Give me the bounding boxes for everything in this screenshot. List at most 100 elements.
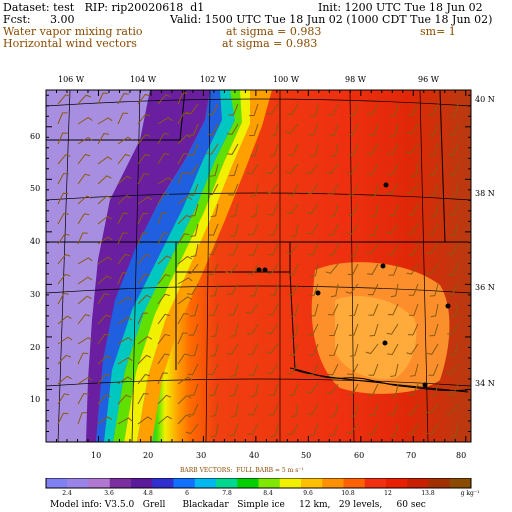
wind-barb [117, 336, 133, 345]
wind-barb [228, 103, 239, 116]
wind-barb [57, 192, 69, 205]
wind-barb [448, 203, 459, 216]
wind-barb [367, 163, 379, 176]
wind-barb [226, 123, 239, 135]
wind-barb [269, 123, 279, 137]
wind-barb [407, 103, 419, 116]
wind-barb [445, 363, 459, 375]
wind-barb [117, 296, 133, 305]
wind-barb [77, 295, 92, 305]
wind-barb [137, 416, 153, 425]
wind-barb [77, 257, 93, 265]
wind-barb [77, 314, 91, 325]
wind-barb [266, 323, 279, 335]
wind-barb [117, 357, 133, 365]
wind-barb [265, 163, 279, 175]
wind-barb [330, 283, 339, 298]
wind-barb [186, 163, 199, 175]
wind-barb [117, 112, 129, 125]
wind-barb [330, 203, 339, 217]
wind-barb [325, 163, 339, 175]
wind-barb [157, 192, 169, 205]
frame-ticks [45, 90, 471, 443]
wind-barb [408, 283, 419, 296]
wind-barb [137, 312, 148, 325]
wind-barb [97, 314, 111, 325]
wind-barb [226, 283, 239, 295]
wind-barb [177, 312, 189, 325]
wind-barb [390, 383, 399, 398]
wind-barb [57, 315, 72, 325]
wind-barb [157, 353, 170, 365]
wind-barb [389, 123, 399, 137]
wind-barb [290, 323, 299, 338]
wind-barb [177, 172, 188, 185]
wind-barb [57, 154, 71, 165]
wind-barb [246, 163, 259, 175]
lon-label-96w: 96 W [418, 75, 439, 84]
wind-barb [425, 403, 439, 414]
grid-x-label-20: 20 [143, 451, 154, 460]
wind-barb [157, 255, 172, 265]
wind-barb [137, 153, 151, 165]
wind-barb [406, 123, 419, 135]
wind-barb [117, 376, 133, 385]
wind-barb [177, 414, 191, 425]
colorbar-tick-label: 9.6 [303, 490, 313, 497]
wind-barb [348, 183, 359, 196]
dataset-line: Dataset: test RIP: rip20020618 d1 [3, 1, 205, 14]
wind-barb [177, 233, 190, 245]
wind-barb [446, 243, 459, 255]
wind-barb [206, 143, 219, 155]
wind-barb [389, 203, 399, 217]
wind-barb [248, 223, 259, 236]
wind-barb [350, 403, 359, 417]
wind-barb [430, 303, 439, 318]
wind-barb [207, 263, 219, 276]
colorbar-swatch [364, 478, 387, 488]
wind-barb [157, 372, 168, 385]
wind-barb [97, 133, 109, 145]
wind-barb [177, 255, 192, 265]
wind-barb [248, 363, 259, 376]
wind-barb [57, 412, 69, 425]
grid-x-label-80: 80 [456, 451, 467, 460]
lat-lon-grid [45, 89, 472, 443]
wind-barb [177, 395, 192, 405]
wind-barb [407, 323, 419, 336]
wind-barb [286, 363, 299, 375]
wind-barb [310, 103, 319, 117]
wind-barb [97, 195, 112, 205]
wind-barb [329, 323, 339, 337]
wind-barb [77, 232, 88, 245]
wind-barb [308, 423, 319, 436]
grid-x-label-50: 50 [301, 451, 312, 460]
wind-barb [369, 323, 379, 337]
wind-barb [137, 373, 151, 385]
wind-barb [247, 263, 259, 276]
wind-barb [267, 303, 279, 316]
wind-barb [157, 117, 173, 125]
wind-barb [157, 333, 171, 345]
wind-barb [368, 123, 379, 136]
wind-barb [449, 103, 459, 117]
wind-barb [117, 93, 129, 105]
wind-barb [348, 323, 359, 336]
wind-barb [408, 383, 419, 396]
wind-barb [429, 383, 439, 397]
wind-barb [226, 343, 239, 355]
wind-barb [429, 283, 439, 297]
wind-barb [210, 343, 219, 357]
wind-barb [229, 163, 239, 177]
wind-barb [268, 383, 279, 396]
lat-label-36n: 36 N [475, 283, 495, 292]
field2-level: at sigma = 0.983 [222, 37, 318, 50]
wind-barb [370, 203, 379, 218]
wind-barb [157, 415, 172, 425]
wind-barb [385, 223, 399, 235]
fcst-label: Fcst: [3, 13, 31, 26]
wind-barb [369, 403, 379, 416]
wind-barb [269, 283, 279, 297]
wind-barb [407, 243, 419, 256]
wind-barb [427, 223, 439, 236]
